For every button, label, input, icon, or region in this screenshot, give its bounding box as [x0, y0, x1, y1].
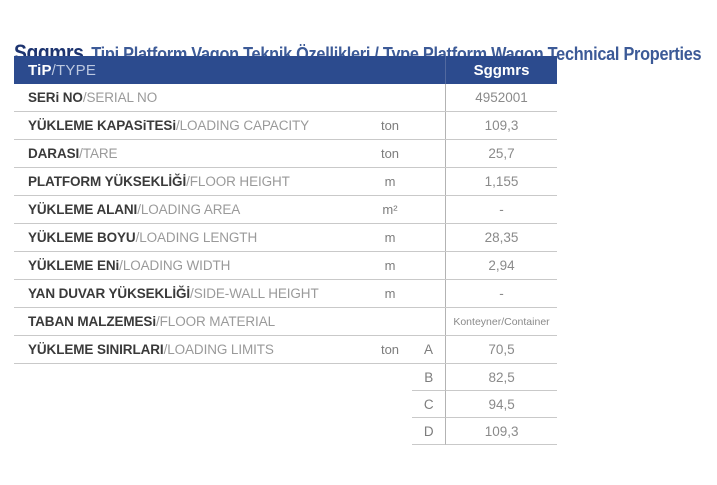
row-label-en: LOADING WIDTH [122, 258, 231, 273]
row-unit: m [384, 174, 396, 189]
row-label: YÜKLEME BOYU / LOADING LENGTH [14, 224, 368, 251]
limit-class-letter: C [412, 391, 446, 418]
row-label-en: LOADING AREA [140, 202, 241, 217]
table-row-tare: DARASI / TARE ton 25,7 [14, 140, 557, 168]
table-row-serial-no: SERi NO / SERIAL NO 4952001 [14, 84, 557, 112]
row-unit: ton [380, 342, 400, 357]
row-label-tr: YÜKLEME KAPASiTESi [28, 118, 176, 133]
row-label-tr: PLATFORM YÜKSEKLİĞİ [28, 174, 187, 189]
table-row-loading-capacity: YÜKLEME KAPASiTESi / LOADING CAPACITY to… [14, 112, 557, 140]
row-label-en: SERIAL NO [86, 90, 158, 105]
row-value: 109,3 [445, 112, 557, 139]
row-label-en: LOADING CAPACITY [179, 118, 310, 133]
row-unit: m [384, 230, 396, 245]
header-wagon-type-value: Sggmrs [445, 56, 557, 84]
row-unit: m² [382, 202, 398, 217]
row-label: YÜKLEME SINIRLARI / LOADING LIMITS [14, 336, 368, 363]
row-label: YÜKLEME KAPASiTESi / LOADING CAPACITY [14, 112, 368, 139]
spec-table: TiP / TYPE Sggmrs SERi NO / SERIAL NO 49… [14, 56, 557, 445]
row-value: 94,5 [445, 391, 557, 418]
row-value: Konteyner/Container [445, 308, 557, 335]
row-value: 4952001 [445, 84, 557, 111]
table-row-loading-limits-d: D 109,3 [14, 418, 557, 445]
table-row-loading-width: YÜKLEME ENi / LOADING WIDTH m 2,94 [14, 252, 557, 280]
row-unit [368, 308, 412, 335]
row-label-separator: / [82, 90, 87, 105]
row-label-tr: YÜKLEME BOYU [28, 230, 136, 245]
row-value: 1,155 [445, 168, 557, 195]
limit-class-letter: A [423, 342, 433, 357]
row-label-separator: / [137, 202, 141, 217]
row-value: - [445, 196, 557, 223]
row-label: TABAN MALZEMESi / FLOOR MATERIAL [14, 308, 368, 335]
row-label-tr: YÜKLEME SINIRLARI [28, 342, 164, 357]
limit-class-letter: D [412, 418, 446, 445]
header-type-label: TiP / TYPE [14, 56, 445, 84]
row-label-en: FLOOR MATERIAL [159, 314, 276, 329]
header-type-tr: TiP [28, 61, 52, 79]
row-letter [412, 224, 445, 251]
row-spacer [14, 418, 412, 445]
row-label-separator: / [186, 174, 190, 189]
table-header-row: TiP / TYPE Sggmrs [14, 56, 557, 84]
row-label: PLATFORM YÜKSEKLİĞİ / FLOOR HEIGHT [14, 168, 368, 195]
table-row-loading-length: YÜKLEME BOYU / LOADING LENGTH m 28,35 [14, 224, 557, 252]
row-label-separator: / [156, 314, 160, 329]
row-letter [412, 84, 445, 111]
row-label-tr: SERi NO [28, 90, 83, 105]
row-value: - [445, 280, 557, 307]
row-spacer [14, 391, 412, 418]
row-label-separator: / [190, 286, 194, 301]
row-letter [412, 140, 445, 167]
row-label-separator: / [119, 258, 123, 273]
row-label-separator: / [175, 118, 180, 133]
limit-class-letter: B [412, 364, 446, 391]
row-value: 70,5 [445, 336, 557, 363]
row-label-separator: / [79, 146, 83, 161]
row-spacer [14, 364, 412, 391]
row-label-separator: / [163, 342, 168, 357]
row-value: 82,5 [445, 364, 557, 391]
row-letter [412, 308, 445, 335]
row-label-tr: TABAN MALZEMESi [28, 314, 156, 329]
row-label-en: TARE [82, 146, 118, 161]
row-label: DARASI / TARE [14, 140, 368, 167]
header-separator: / [51, 61, 57, 79]
header-type-en: TYPE [56, 61, 97, 79]
row-unit: m [384, 286, 396, 301]
row-label-en: LOADING LENGTH [139, 230, 258, 245]
row-label-en: SIDE-WALL HEIGHT [193, 286, 319, 301]
row-unit: ton [380, 118, 400, 133]
row-letter [412, 112, 445, 139]
row-label: SERi NO / SERIAL NO [14, 84, 368, 111]
row-label: YÜKLEME ALANI / LOADING AREA [14, 196, 368, 223]
row-label-en: LOADING LIMITS [167, 342, 274, 357]
row-value: 25,7 [445, 140, 557, 167]
row-label-en: FLOOR HEIGHT [189, 174, 290, 189]
row-unit: ton [380, 146, 400, 161]
table-row-loading-area: YÜKLEME ALANI / LOADING AREA m² - [14, 196, 557, 224]
table-row-floor-height: PLATFORM YÜKSEKLİĞİ / FLOOR HEIGHT m 1,1… [14, 168, 557, 196]
row-label-tr: DARASI [28, 146, 80, 161]
row-value: 28,35 [445, 224, 557, 251]
row-label-tr: YAN DUVAR YÜKSEKLİĞİ [28, 286, 191, 301]
row-label-separator: / [135, 230, 140, 245]
row-unit: m [384, 258, 396, 273]
table-row-side-wall-height: YAN DUVAR YÜKSEKLİĞİ / SIDE-WALL HEIGHT … [14, 280, 557, 308]
table-row-loading-limits-b: B 82,5 [14, 364, 557, 391]
row-unit [368, 84, 412, 111]
row-label-tr: YÜKLEME ALANI [28, 202, 138, 217]
row-label: YAN DUVAR YÜKSEKLİĞİ / SIDE-WALL HEIGHT [14, 280, 368, 307]
row-label-tr: YÜKLEME ENi [28, 258, 120, 273]
row-label: YÜKLEME ENi / LOADING WIDTH [14, 252, 368, 279]
row-letter [412, 196, 445, 223]
row-letter [412, 252, 445, 279]
table-row-loading-limits-a: YÜKLEME SINIRLARI / LOADING LIMITS ton A… [14, 336, 557, 364]
table-row-loading-limits-c: C 94,5 [14, 391, 557, 418]
row-value: 2,94 [445, 252, 557, 279]
table-row-floor-material: TABAN MALZEMESi / FLOOR MATERIAL Konteyn… [14, 308, 557, 336]
row-letter [412, 168, 445, 195]
row-value: 109,3 [445, 418, 557, 445]
row-letter [412, 280, 445, 307]
